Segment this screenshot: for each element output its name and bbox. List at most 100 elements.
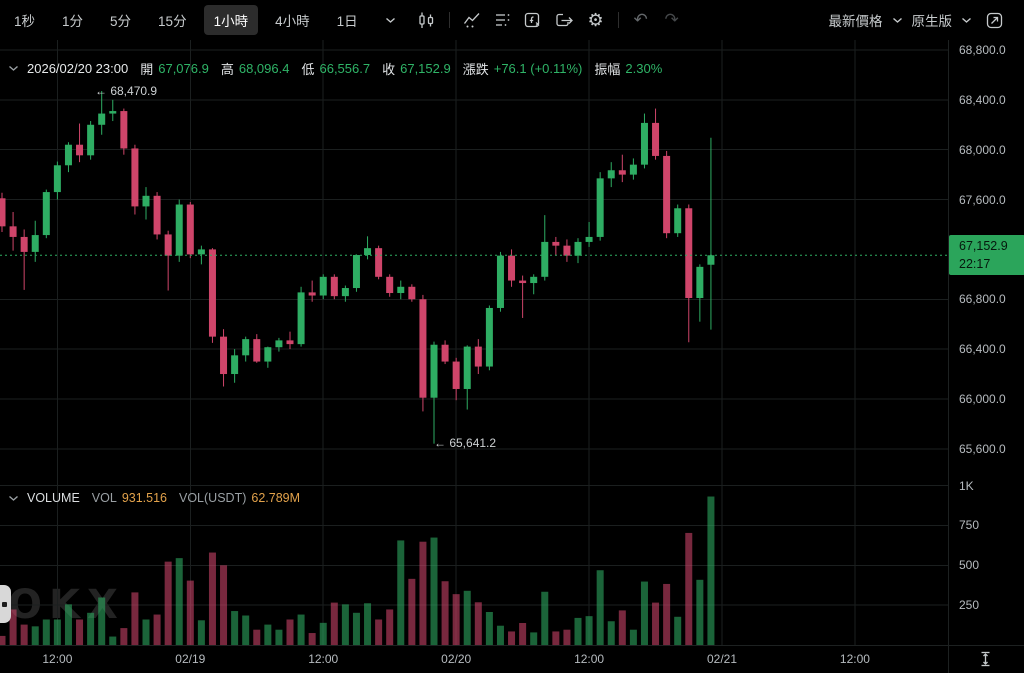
candle-body: [186, 204, 194, 255]
candle-body: [120, 111, 128, 149]
timeframe-tab-15分[interactable]: 15分: [158, 14, 187, 29]
chart-version-chevron-down-icon[interactable]: [961, 17, 972, 24]
undo-icon[interactable]: ↶: [633, 10, 648, 29]
drawing-toolbar-handle[interactable]: [0, 585, 11, 623]
candle-body: [397, 286, 405, 294]
candle-body: [76, 144, 84, 156]
volume-collapse-chevron-down-icon[interactable]: [8, 495, 19, 502]
volume-bar: [197, 620, 205, 645]
candle-body: [319, 276, 327, 296]
volume-bar: [607, 621, 615, 645]
volume-title: VOLUME: [27, 491, 80, 505]
candle-body: [275, 340, 283, 348]
last-price-value: 67,152.9: [959, 239, 1008, 254]
candle-body: [341, 288, 349, 297]
candle-body: [98, 113, 106, 125]
candle-body: [530, 276, 538, 284]
volume-bar: [386, 609, 394, 645]
volume-bar: [674, 616, 682, 645]
volume-bar: [242, 615, 250, 645]
price-axis[interactable]: 67,152.9 22:17 68,800.0 68,400.0 68,000.0 6…: [948, 0, 1024, 673]
indicator-icon[interactable]: [459, 7, 485, 33]
candle-body: [0, 198, 6, 227]
amplitude-value: 2.30%: [625, 61, 663, 76]
timeframe-tab-1小時[interactable]: 1小時: [203, 5, 259, 35]
change-value: +76.1 (+0.11%): [493, 61, 583, 76]
high-value: 68,096.4: [238, 61, 290, 76]
last-price-badge: 67,152.9 22:17: [949, 235, 1024, 276]
candle-body: [574, 241, 582, 256]
volume-bar: [330, 602, 338, 645]
timeframe-more-chevron-down-icon[interactable]: [385, 17, 396, 24]
price-tick-label: 68,400.0: [959, 92, 1006, 107]
volume-bar: [397, 540, 405, 645]
volume-bar: [596, 570, 604, 645]
volume-bar: [530, 632, 538, 645]
volume-bar: [142, 619, 150, 645]
candle-body: [352, 255, 360, 289]
candlestick-chart-icon[interactable]: [414, 7, 440, 33]
price-tick-label: 66,000.0: [959, 391, 1006, 406]
volume-bar: [319, 622, 327, 645]
candle-body: [9, 226, 17, 237]
low-value: 66,556.7: [319, 61, 371, 76]
replay-icon[interactable]: [552, 7, 578, 33]
candle-body: [696, 266, 704, 299]
settings-gear-icon[interactable]: ⚙: [587, 10, 604, 30]
axis-scale-icon[interactable]: [978, 651, 993, 672]
time-tick-label: 02/20: [441, 652, 472, 666]
volume-bar: [0, 635, 6, 645]
timeframe-tab-1分[interactable]: 1分: [62, 14, 84, 29]
vol-usdt-label: VOL(USDT): [179, 491, 247, 505]
volume-pane-header: VOLUME VOL 931.516 VOL(USDT) 62.789M: [8, 491, 312, 505]
volume-bar: [308, 633, 316, 645]
price-tick-label: 65,600.0: [959, 441, 1006, 456]
candle-body: [563, 245, 571, 256]
candle-body: [142, 195, 150, 207]
timeframe-tab-5分[interactable]: 5分: [110, 14, 132, 29]
volume-bar: [452, 594, 460, 645]
time-tick-label: 12:00: [42, 652, 73, 666]
formula-icon[interactable]: [521, 7, 547, 33]
candle-body: [131, 148, 139, 207]
ohlc-collapse-chevron-down-icon[interactable]: [8, 65, 19, 72]
volume-bar: [109, 636, 117, 645]
toolbar-divider: [617, 12, 619, 28]
candle-body: [164, 234, 172, 256]
indicator-list-icon[interactable]: [490, 7, 516, 33]
candle-body: [42, 192, 50, 236]
volume-bar: [463, 590, 471, 645]
candle-body: [552, 241, 560, 246]
candle-body: [441, 344, 449, 362]
volume-bar: [286, 619, 294, 645]
volume-bar: [253, 629, 261, 645]
price-mode-chevron-down-icon[interactable]: [892, 17, 903, 24]
price-mode-selector[interactable]: 最新價格: [828, 14, 883, 29]
volume-bar: [20, 624, 28, 645]
candle-body: [596, 178, 604, 237]
timeframe-tab-1日[interactable]: 1日: [336, 14, 358, 29]
volume-bar: [375, 619, 383, 645]
candle-body: [640, 122, 648, 165]
chart-version-selector[interactable]: 原生版: [911, 14, 953, 29]
x-axis-separator: [0, 645, 1024, 646]
volume-bar: [552, 631, 560, 645]
volume-bar: [231, 611, 239, 645]
last-price-time: 22:17: [959, 257, 991, 272]
candle-body: [463, 346, 471, 389]
time-axis[interactable]: 12:00 02/19 12:00 02/20 12:00 02/21 12:00: [0, 649, 948, 673]
candle-body: [663, 155, 671, 234]
timeframe-tab-4小時[interactable]: 4小時: [275, 14, 310, 29]
volume-bar: [441, 581, 449, 645]
candle-body: [375, 248, 383, 277]
candle-body: [485, 307, 493, 367]
price-tick-label: 68,800.0: [959, 43, 1006, 57]
timeframe-tab-1秒[interactable]: 1秒: [14, 14, 36, 29]
fullscreen-icon[interactable]: [981, 7, 1007, 33]
volume-bar: [53, 619, 61, 645]
close-label: 收: [382, 62, 396, 77]
candle-body: [264, 347, 272, 362]
candle-body: [175, 204, 183, 256]
